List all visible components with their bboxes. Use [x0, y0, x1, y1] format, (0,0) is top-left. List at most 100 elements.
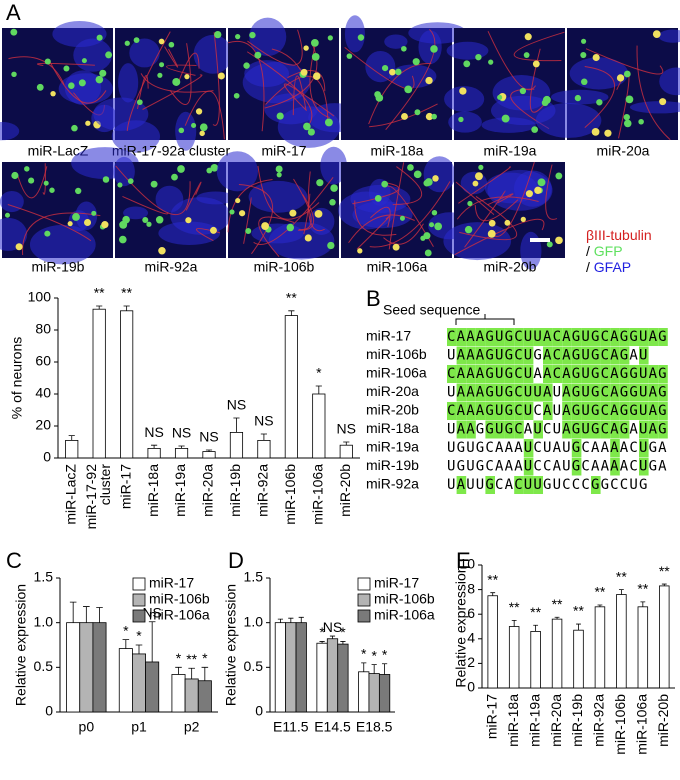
mirna-name: miR-20b	[366, 402, 419, 418]
significance: *	[202, 650, 208, 666]
micrograph-nucleus	[424, 178, 433, 186]
significance: **	[94, 285, 105, 301]
micrograph-nucleus	[432, 175, 439, 182]
micrograph-nucleus	[324, 118, 333, 127]
bar	[378, 674, 391, 713]
micrograph-neurite	[126, 31, 171, 131]
y-tick-label: 100	[28, 289, 52, 305]
significance: *	[382, 646, 388, 662]
legend-swatch	[132, 577, 146, 591]
match-highlight	[514, 420, 524, 439]
match-highlight	[629, 328, 639, 346]
micrograph-nucleus	[275, 165, 283, 173]
legend-label: miR-106b	[374, 591, 435, 607]
micrograph-nucleus	[91, 210, 97, 216]
x-tick-label: miR-19a	[526, 694, 542, 747]
bar	[312, 393, 326, 459]
match-highlight	[552, 365, 563, 383]
match-highlight	[610, 420, 620, 439]
micrograph-glia	[659, 67, 680, 96]
error-bar	[83, 606, 90, 623]
match-highlight	[571, 457, 582, 476]
significance: *	[371, 647, 377, 663]
match-highlight	[523, 476, 534, 494]
match-highlight	[475, 346, 486, 365]
micrograph-neurite	[142, 74, 203, 110]
error-bar	[151, 444, 158, 449]
micrograph-neurite	[348, 214, 415, 244]
micrograph-nucleus	[157, 72, 163, 78]
match-highlight	[619, 346, 630, 365]
match-highlight	[600, 346, 611, 365]
significance: *	[316, 365, 322, 381]
micrograph-neurite	[454, 218, 545, 256]
micrograph-neurite	[464, 190, 506, 248]
micrograph-nucleus	[99, 69, 107, 77]
micrograph-nucleus	[245, 228, 252, 235]
micrograph-neurite	[264, 42, 318, 109]
match-highlight	[543, 365, 553, 383]
legend-label: miR-17	[374, 575, 419, 591]
bar	[147, 447, 161, 459]
y-tick-label: 1.5	[34, 569, 54, 585]
micrograph-nucleus	[638, 118, 644, 125]
match-highlight	[504, 365, 515, 383]
micrograph-nucleus	[177, 165, 185, 173]
match-highlight	[447, 328, 457, 346]
micrograph-glia	[446, 41, 489, 60]
x-tick-label: miR-18a	[505, 694, 521, 747]
bar	[530, 631, 541, 689]
error-bar	[329, 635, 336, 639]
micrograph-nucleus	[429, 222, 435, 228]
error-bar	[148, 621, 156, 662]
y-tick-label: 10	[459, 556, 475, 572]
micrograph-nucleus	[209, 226, 217, 234]
micrograph-neurite	[344, 46, 415, 90]
significance: NS	[323, 619, 342, 635]
mirna-sequence: CAAAGUGCUCAUAGUGCAGGUAG	[447, 403, 668, 419]
match-highlight	[475, 402, 486, 420]
match-highlight	[639, 346, 649, 365]
micrograph-neurite	[253, 176, 334, 245]
y-tick-label: 0	[467, 679, 475, 695]
y-tick-label: 0.5	[244, 658, 264, 674]
micrograph-neurite	[22, 212, 101, 256]
micrograph-nucleus	[625, 95, 634, 104]
micrograph-nucleus	[11, 171, 19, 180]
match-highlight	[466, 346, 476, 365]
match-highlight	[456, 383, 467, 402]
micrograph-neurite	[16, 166, 48, 199]
micrograph-glia	[75, 201, 98, 231]
x-tick-label: miR-LacZ	[62, 464, 78, 525]
stain-legend: / GFP	[586, 243, 623, 259]
legend-swatch	[132, 593, 146, 607]
micrograph-nucleus	[102, 176, 110, 183]
stain-legend: / GFAP	[586, 259, 631, 275]
micrograph-nucleus	[389, 68, 396, 76]
micrograph-nucleus	[72, 213, 80, 221]
error-bar	[96, 305, 103, 310]
x-tick-label: miR-20b	[337, 464, 353, 517]
micrograph-neurite	[487, 30, 536, 91]
seed-bracket	[455, 314, 515, 325]
micrograph-nucleus	[155, 216, 164, 224]
match-highlight	[591, 346, 601, 365]
y-tick-label: 1.0	[34, 613, 54, 629]
match-highlight	[610, 365, 620, 383]
match-highlight	[571, 439, 582, 457]
micrograph-nucleus	[330, 184, 338, 192]
bar	[508, 626, 520, 689]
micrograph-glia	[448, 111, 482, 133]
match-highlight	[610, 383, 620, 402]
micrograph-neurite	[185, 181, 202, 211]
match-highlight	[591, 383, 601, 402]
micrograph-nucleus	[117, 182, 123, 188]
error-bar	[511, 619, 517, 627]
match-highlight	[485, 420, 495, 439]
match-highlight	[658, 383, 668, 402]
micrograph-glia	[0, 121, 20, 141]
micrograph-nucleus	[67, 221, 73, 227]
micrograph-neurite	[513, 31, 565, 62]
micrograph-nucleus	[185, 217, 192, 224]
mirna-name: miR-18a	[366, 420, 419, 436]
